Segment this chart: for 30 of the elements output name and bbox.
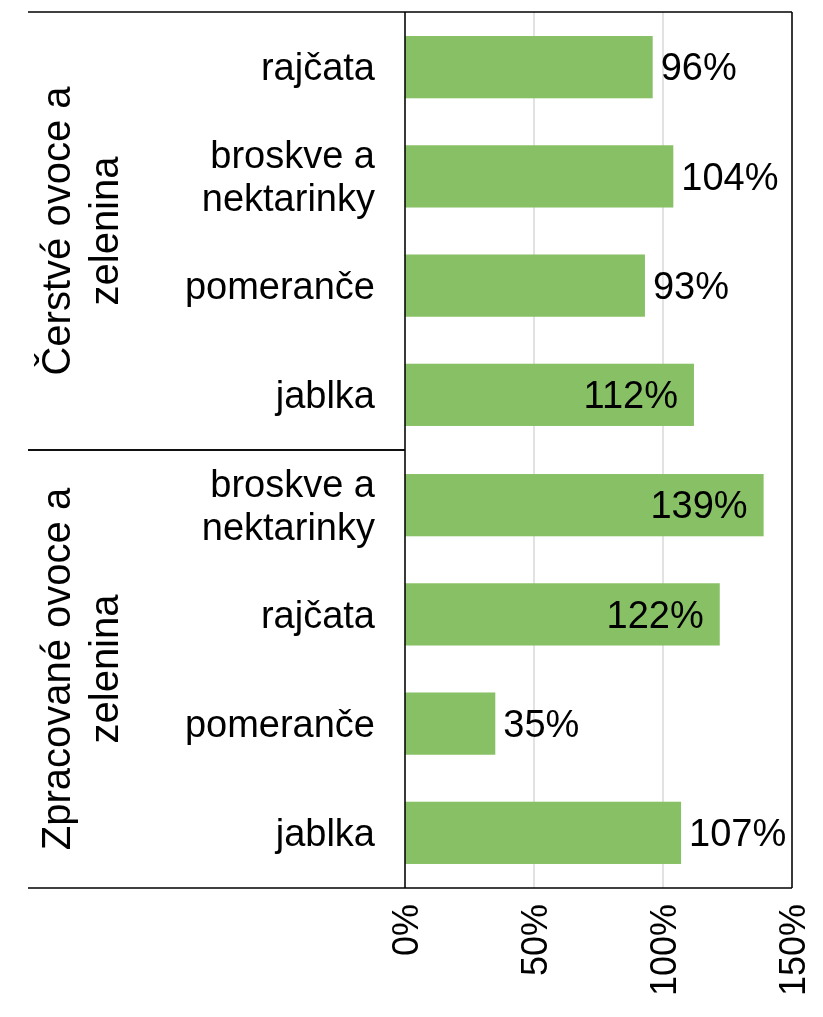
text: Zpracované ovoce a zelenina: [34, 487, 126, 851]
bar: [405, 583, 720, 646]
bar: [405, 36, 653, 99]
data-label: 112%: [583, 374, 678, 417]
bar: [405, 145, 674, 208]
y-tick-label: jablka: [274, 374, 376, 417]
bar: [405, 474, 764, 537]
data-label: 104%: [681, 155, 779, 198]
y-tick-label: rajčata: [260, 593, 376, 636]
x-tick-label: 50%: [513, 904, 555, 977]
data-label: 139%: [650, 484, 748, 527]
data-label: 96%: [660, 46, 737, 89]
bar: [405, 692, 496, 755]
y-tick-label: rajčata: [260, 46, 376, 89]
data-label: 107%: [689, 812, 787, 855]
data-label: 122%: [606, 593, 704, 636]
bar: [405, 363, 694, 426]
data-label: 35%: [503, 702, 580, 745]
bar: [405, 801, 682, 864]
data-label: 93%: [652, 264, 729, 307]
x-tick-label: 100%: [642, 904, 684, 997]
x-tick-label: 0%: [384, 904, 426, 957]
y-tick-label: pomeranče: [184, 702, 375, 745]
y-tick-label: jablka: [274, 812, 376, 855]
y-tick-label: broskve a nektarinky: [201, 463, 376, 548]
y-tick-label: broskve a nektarinky: [201, 134, 376, 219]
y-tick-label: pomeranče: [184, 264, 375, 307]
bar: [405, 254, 645, 317]
x-tick-label: 150%: [771, 904, 813, 997]
text: Čerstvé ovoce a zelenina: [34, 85, 126, 376]
